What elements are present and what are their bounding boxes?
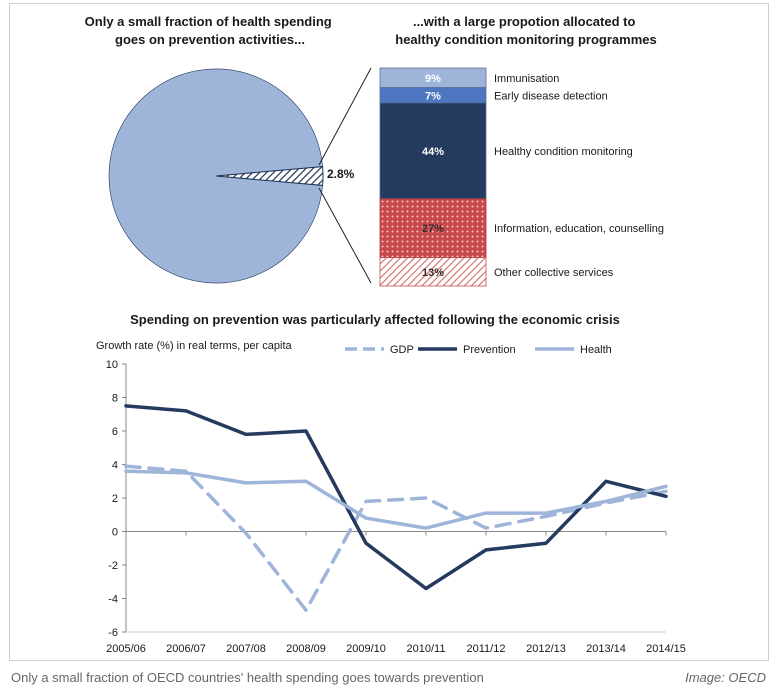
stack-value-label: 7% <box>425 90 441 102</box>
pie-chart-title: Only a small fraction of health spending… <box>85 14 336 47</box>
pie-slice-prevention <box>215 166 324 186</box>
pie-title-line-1: Only a small fraction of health spending <box>85 14 332 29</box>
pie-chart <box>108 68 324 284</box>
y-tick-label: 4 <box>112 460 118 472</box>
legend-label-health: Health <box>580 344 612 356</box>
x-tick-label: 2012/13 <box>526 643 566 655</box>
line-chart-title: Spending on prevention was particularly … <box>130 312 620 327</box>
y-tick-label: 6 <box>112 426 118 438</box>
stack-value-label: 27% <box>422 223 444 235</box>
pie-title-line-2: goes on prevention activities... <box>115 32 305 47</box>
pie-slice-label: 2.8% <box>327 167 355 181</box>
stack-value-label: 13% <box>422 267 444 279</box>
x-tick-label: 2007/08 <box>226 643 266 655</box>
y-tick-label: -6 <box>108 627 118 639</box>
bar-title-line-2: healthy condition monitoring programmes <box>395 32 656 47</box>
y-tick-label: 8 <box>112 393 118 405</box>
y-tick-label: -2 <box>108 560 118 572</box>
stacked-bar-title: ...with a large propotion allocated to h… <box>395 14 656 47</box>
oecd-figure: Only a small fraction of health spending… <box>85 14 686 655</box>
figure-caption: Only a small fraction of OECD countries'… <box>11 670 484 685</box>
x-tick-label: 2011/12 <box>467 643 506 655</box>
legend-label-prevention: Prevention <box>463 344 516 356</box>
bar-title-line-1: ...with a large propotion allocated to <box>413 14 636 29</box>
series-line-prevention <box>124 404 668 591</box>
stack-segment-information-education-counselling <box>379 198 487 259</box>
stack-segment-other-collective-services <box>379 257 487 287</box>
pie-slice-other-spending <box>108 68 323 284</box>
stack-category-label: Other collective services <box>494 267 614 279</box>
stack-category-label: Information, education, counselling <box>494 223 664 235</box>
stack-value-label: 44% <box>422 146 444 158</box>
stacked-bar: 9% Immunisation 7% Early disease detection 4… <box>379 67 664 287</box>
series-line-gdp <box>124 464 668 612</box>
stack-category-label: Healthy condition monitoring <box>494 146 633 158</box>
connector-line-top <box>318 67 372 166</box>
y-tick-label: 10 <box>106 359 118 371</box>
x-tick-label: 2010/11 <box>407 643 446 655</box>
series-line-health <box>124 469 668 530</box>
connector-line-bottom <box>318 187 372 284</box>
legend-label-gdp: GDP <box>390 344 414 356</box>
stack-category-label: Early disease detection <box>494 90 608 102</box>
stack-value-label: 9% <box>425 73 441 85</box>
line-chart: -6 -4 -2 0 2 4 6 8 10 2005/06 2006/07 2007/08 2008/0… <box>106 359 686 655</box>
x-tick-label: 2008/09 <box>286 643 326 655</box>
x-tick-label: 2013/14 <box>586 643 626 655</box>
line-chart-legend: GDP Prevention Health <box>345 344 612 356</box>
image-credit: Image: OECD <box>685 670 766 685</box>
x-tick-label: 2006/07 <box>166 643 206 655</box>
y-tick-label: -4 <box>108 594 118 606</box>
line-chart-y-axis-label: Growth rate (%) in real terms, per capit… <box>96 340 293 352</box>
stack-segment-healthy-condition-monitoring <box>379 102 487 200</box>
y-tick-label: 0 <box>112 527 118 539</box>
x-tick-label: 2009/10 <box>346 643 386 655</box>
y-tick-label: 2 <box>112 493 118 505</box>
stack-category-label: Immunisation <box>494 73 559 85</box>
x-tick-label: 2014/15 <box>646 643 686 655</box>
figure-frame: Only a small fraction of health spending… <box>9 3 769 661</box>
x-tick-label: 2005/06 <box>106 643 146 655</box>
